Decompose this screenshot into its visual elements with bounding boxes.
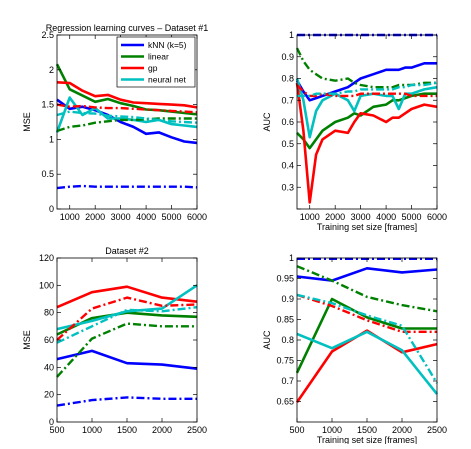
- y-tick-label: 0.5: [281, 139, 294, 149]
- series-line-knn-k-5: [296, 266, 438, 282]
- y-tick-label: 1: [49, 134, 54, 144]
- y-tick-label: 0: [49, 204, 54, 214]
- y-tick-label: 0.8: [281, 335, 294, 345]
- y-axis-label: AUC: [262, 330, 272, 350]
- plot-frame: [56, 34, 198, 210]
- series-line-neural-net: [56, 284, 198, 331]
- y-tick-label: 0.65: [276, 397, 294, 407]
- series-line-series-8-dashdot: [56, 306, 198, 344]
- y-tick-label: 0.5: [41, 169, 54, 179]
- series-line-series-6-dashdot: [295, 47, 437, 89]
- series-line-gp: [295, 82, 438, 204]
- y-tick-label: 40: [44, 362, 54, 372]
- x-tick-label: 2000: [325, 212, 345, 222]
- legend-entry-label: kNN (k=5): [148, 40, 187, 50]
- chart-panel-1: 1000 2000 3000 4000 5000 6000 0 0.5 1 1.5 2 2.5 MSE R…: [22, 23, 208, 222]
- y-tick-label: 80: [44, 308, 54, 318]
- x-tick-label: 500: [289, 425, 304, 435]
- y-tick-label: 100: [39, 280, 54, 290]
- series-line-knn-k-5: [56, 349, 198, 370]
- series-line-series-7-dashdot: [56, 103, 198, 114]
- y-tick-label: 0.3: [281, 182, 294, 192]
- series-line-knn-k-5: [295, 61, 437, 102]
- y-tick-label: 0.7: [281, 95, 294, 105]
- y-tick-label: 0.7: [281, 376, 294, 386]
- x-tick-label: 6000: [427, 212, 447, 222]
- y-tick-label: 0.85: [276, 315, 294, 325]
- series-line-series-8-dashdot: [56, 110, 198, 124]
- y-tick-label: 0.4: [281, 161, 294, 171]
- x-tick-label: 1000: [82, 425, 102, 435]
- series-line-series-8-dashdot: [296, 293, 439, 384]
- y-tick-label: 0.75: [276, 356, 294, 366]
- x-tick-label: 3000: [111, 212, 131, 222]
- series-line-linear: [295, 297, 437, 374]
- y-tick-label: 0.6: [281, 117, 294, 127]
- series-line-gp: [56, 81, 198, 109]
- y-axis-label: AUC: [262, 112, 272, 132]
- legend-entry-label: gp: [148, 63, 158, 73]
- chart-title: Dataset #2: [105, 246, 149, 256]
- chart-title: Regression learning curves – Dataset #1: [46, 23, 209, 33]
- y-tick-label: 0.95: [276, 274, 294, 284]
- y-tick-label: 120: [39, 253, 54, 263]
- x-tick-label: 1000: [60, 212, 80, 222]
- y-tick-label: 1: [289, 253, 294, 263]
- x-tick-label: 1500: [117, 425, 137, 435]
- series-line-series-6-dashdot: [56, 117, 197, 133]
- series-line-series-7-dashdot: [56, 296, 198, 341]
- series-line-linear: [296, 92, 437, 150]
- legend-entry-label: linear: [148, 52, 169, 62]
- y-tick-label: 0.8: [281, 74, 294, 84]
- x-tick-label: 4000: [376, 212, 396, 222]
- y-tick-label: 0: [49, 417, 54, 427]
- series-line-series-6-dashdot: [56, 322, 197, 378]
- x-tick-label: 500: [49, 425, 64, 435]
- y-tick-label: 0.9: [281, 294, 294, 304]
- x-tick-label: 4000: [136, 212, 156, 222]
- x-axis-label: Training set size [frames]: [317, 435, 417, 444]
- x-tick-label: 5000: [162, 212, 182, 222]
- y-tick-label: 20: [44, 390, 54, 400]
- x-axis-label: Training set size [frames]: [317, 222, 417, 232]
- y-tick-label: 2: [49, 65, 54, 75]
- x-tick-label: 6000: [187, 212, 207, 222]
- y-tick-label: 60: [44, 335, 54, 345]
- x-tick-label: 1000: [322, 425, 342, 435]
- series-line-gp: [56, 285, 198, 309]
- x-tick-label: 2500: [187, 425, 207, 435]
- y-tick-label: 1.5: [41, 100, 54, 110]
- chart-panel-2: 1000 2000 3000 4000 5000 6000 0.3 0.4 0.5 0.6 0.7 0…: [262, 30, 447, 232]
- series-line-neural-net: [296, 330, 439, 395]
- series-line-series-5-dashdot: [56, 184, 198, 190]
- series-line-series-7-dashdot: [296, 84, 437, 98]
- x-tick-label: 1500: [357, 425, 377, 435]
- x-tick-label: 2000: [152, 425, 172, 435]
- y-axis-label: MSE: [22, 112, 32, 132]
- x-tick-label: 2000: [392, 425, 412, 435]
- x-tick-label: 2500: [427, 425, 447, 435]
- x-tick-label: 3000: [351, 212, 371, 222]
- y-tick-label: 0.9: [281, 52, 294, 62]
- plot-frame: [296, 257, 438, 423]
- x-tick-label: 2000: [85, 212, 105, 222]
- series-line-series-7-dashdot: [296, 293, 437, 333]
- chart-panel-4: 500 1000 1500 2000 2500 0.65 0.7 0.75 0.8 0.85 0.9…: [262, 253, 447, 445]
- series-line-series-8-dashdot: [297, 81, 438, 98]
- x-tick-label: 5000: [402, 212, 422, 222]
- legend-entry-label: neural net: [148, 75, 186, 85]
- plot-frame: [296, 34, 438, 210]
- chart-panel-3: 500 1000 1500 2000 2500 0 20 40 60 80 100 120 MSE Dat…: [22, 246, 207, 435]
- x-tick-label: 1000: [300, 212, 320, 222]
- y-axis-label: MSE: [22, 330, 32, 350]
- y-tick-label: 1: [289, 30, 294, 40]
- series-line-series-6-dashdot: [296, 265, 438, 313]
- y-tick-label: 2.5: [41, 30, 54, 40]
- series-line-series-5-dashdot: [56, 396, 197, 407]
